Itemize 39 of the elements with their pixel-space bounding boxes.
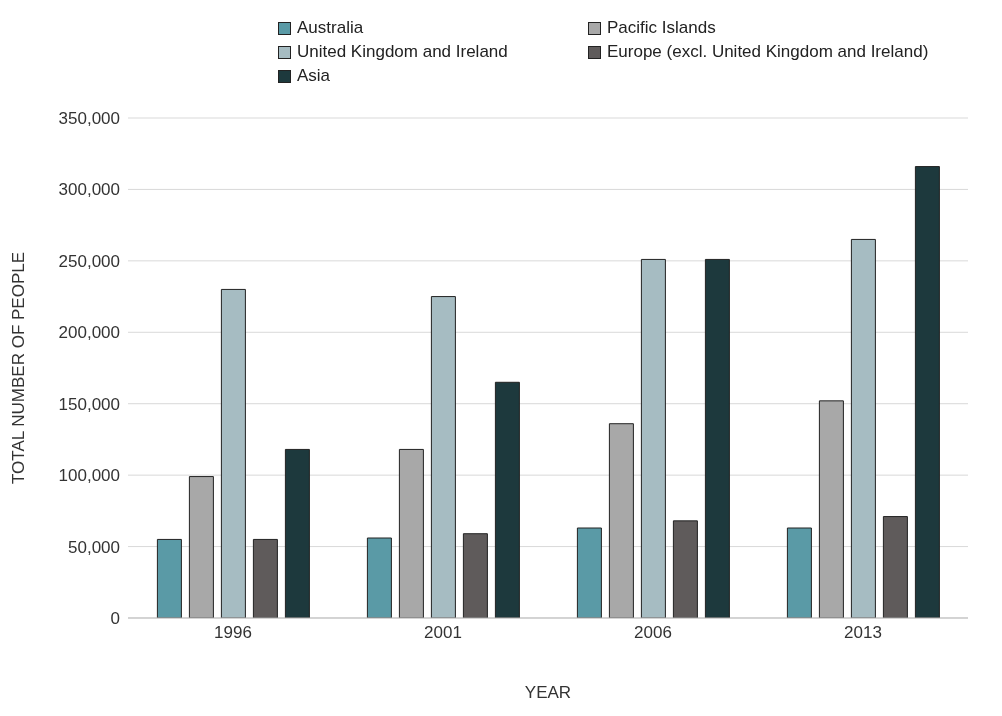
bar [430, 296, 456, 618]
legend-label: United Kingdom and Ireland [297, 42, 508, 62]
bar [188, 476, 214, 618]
bar [818, 400, 844, 618]
bar [640, 258, 666, 618]
bar [252, 538, 278, 618]
bar [462, 533, 488, 618]
y-tick-label: 200,000 [58, 323, 120, 343]
bar [220, 288, 246, 618]
x-tick-label: 2013 [844, 623, 882, 643]
x-tick-label: 2006 [634, 623, 672, 643]
y-tick-label: 50,000 [68, 537, 120, 557]
bar [494, 381, 520, 618]
y-axis-title: TOTAL NUMBER OF PEOPLE [9, 251, 29, 485]
bar [914, 166, 940, 618]
y-tick-label: 0 [110, 609, 120, 629]
x-tick-label: 1996 [214, 623, 252, 643]
bar [786, 527, 812, 618]
bar [850, 238, 876, 618]
y-tick-label: 300,000 [58, 180, 120, 200]
y-tick-label: 150,000 [58, 394, 120, 414]
bar [366, 537, 392, 618]
bar [608, 423, 634, 618]
bar [882, 516, 908, 618]
x-tick-label: 2001 [424, 623, 462, 643]
legend-label: Australia [297, 18, 364, 38]
bar [672, 520, 698, 618]
bar [284, 448, 310, 618]
bar [398, 448, 424, 618]
x-axis-title: YEAR [524, 683, 572, 702]
bar [156, 538, 182, 618]
bar [576, 527, 602, 618]
y-tick-label: 250,000 [58, 251, 120, 271]
legend-label: Asia [297, 66, 331, 86]
bar [704, 258, 730, 618]
legend-label: Europe (excl. United Kingdom and Ireland) [607, 42, 929, 62]
legend-label: Pacific Islands [607, 18, 716, 38]
y-tick-label: 350,000 [58, 109, 120, 129]
y-tick-label: 100,000 [58, 466, 120, 486]
